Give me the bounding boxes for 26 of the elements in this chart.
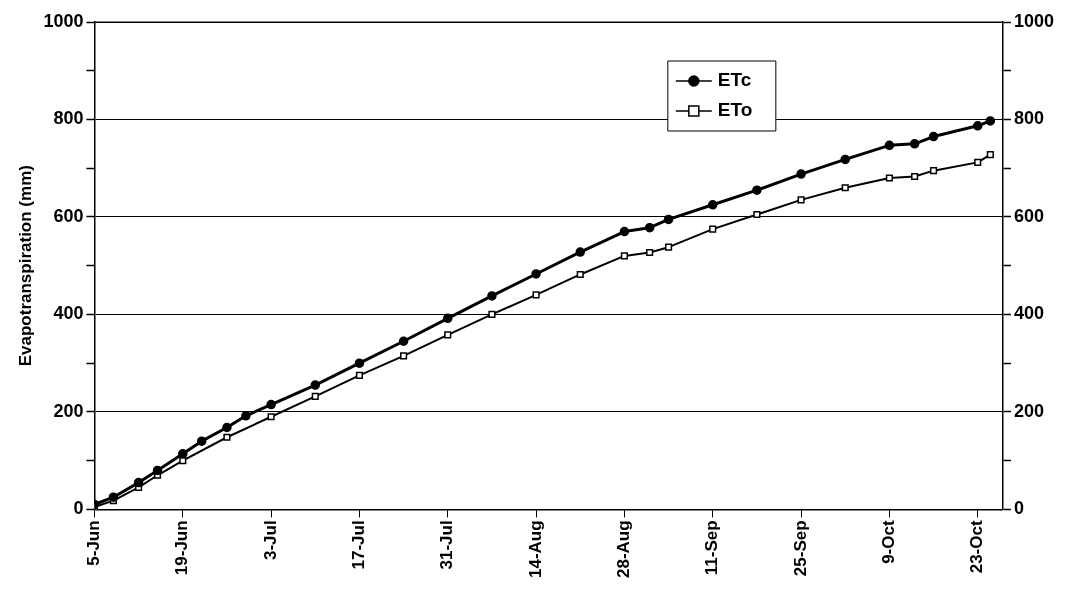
y2-tick-label: 600: [1013, 205, 1044, 226]
x-tick-label: 9-Oct: [879, 520, 899, 564]
x-tick-label: 25-Sep: [790, 520, 810, 577]
y2-tick-label: 0: [1013, 498, 1024, 519]
y-axis-title: Evapotranspiration (mm): [15, 165, 35, 367]
x-tick-label: 11-Sep: [702, 520, 722, 576]
y-tick-label: 800: [53, 108, 84, 129]
y2-tick-label: 1000: [1013, 10, 1054, 31]
legend-label: ETc: [717, 69, 752, 91]
x-tick-label: 3-Jul: [260, 520, 280, 561]
y-tick-label: 1000: [43, 10, 84, 31]
legend-label: ETo: [717, 99, 753, 121]
y2-tick-label: 200: [1013, 400, 1044, 421]
y-tick-label: 600: [53, 205, 84, 226]
y-tick-label: 400: [53, 303, 84, 324]
x-tick-label: 17-Jul: [349, 520, 369, 570]
x-tick-label: 5-Jun: [84, 520, 104, 566]
x-tick-label: 28-Aug: [614, 520, 634, 579]
y2-tick-label: 400: [1013, 303, 1044, 324]
y2-tick-label: 800: [1013, 108, 1044, 129]
x-tick-label: 19-Jun: [172, 520, 192, 576]
y-tick-label: 200: [53, 400, 84, 421]
x-tick-label: 14-Aug: [525, 520, 545, 579]
x-tick-label: 31-Jul: [437, 520, 457, 570]
x-tick-label: 23-Oct: [967, 520, 987, 574]
y-tick-label: 0: [73, 498, 84, 519]
